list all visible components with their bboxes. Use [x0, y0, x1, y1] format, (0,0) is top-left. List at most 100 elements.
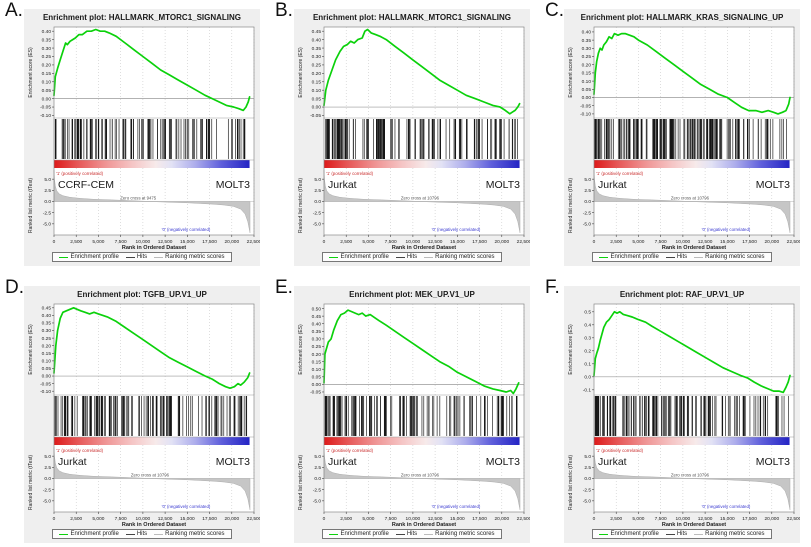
ranking-metric-line-swatch	[424, 533, 434, 535]
svg-text:'1' (positively correlated): '1' (positively correlated)	[596, 171, 644, 176]
svg-text:-0.05: -0.05	[310, 390, 321, 396]
legend-hits: Hits	[395, 254, 417, 260]
ranking-metric-line-swatch	[424, 256, 434, 258]
svg-text:0.40: 0.40	[582, 30, 592, 36]
legend-enrichment-profile: Enrichment profile	[59, 531, 119, 537]
svg-text:0.0: 0.0	[314, 476, 321, 482]
svg-text:15,000: 15,000	[180, 516, 195, 522]
svg-text:Enrichment score (ES): Enrichment score (ES)	[298, 324, 304, 375]
svg-text:-2.5: -2.5	[313, 210, 322, 216]
svg-text:20,000: 20,000	[764, 239, 779, 245]
svg-text:0.05: 0.05	[42, 88, 52, 94]
plot-legend: Enrichment profile Hits Ranking metric s…	[564, 526, 800, 542]
svg-text:2.5: 2.5	[44, 465, 51, 471]
svg-text:0.00: 0.00	[582, 95, 592, 101]
svg-text:0.15: 0.15	[582, 71, 592, 77]
svg-text:0.25: 0.25	[42, 336, 52, 342]
legend-box: Enrichment profile Hits Ranking metric s…	[52, 252, 232, 262]
svg-text:0.35: 0.35	[312, 329, 322, 335]
svg-text:0.35: 0.35	[582, 38, 592, 44]
legend-hits-label: Hits	[136, 254, 148, 260]
svg-text:MOLT3: MOLT3	[486, 456, 520, 468]
svg-text:'1' (positively correlated): '1' (positively correlated)	[596, 448, 644, 453]
svg-text:MOLT3: MOLT3	[486, 179, 520, 191]
legend-ranking-label: Ranking metric scores	[705, 531, 765, 537]
svg-text:-0.10: -0.10	[580, 112, 591, 118]
enrichment-plot-canvas: 0.400.350.300.250.200.150.100.050.00-0.0…	[28, 26, 260, 249]
legend-ranking-label: Ranking metric scores	[165, 531, 225, 537]
svg-text:0.1: 0.1	[584, 362, 591, 368]
legend-ranking-metric: Ranking metric scores	[154, 254, 225, 260]
svg-text:Ranked list metric (tTest): Ranked list metric (tTest)	[28, 178, 34, 233]
legend-hits: Hits	[125, 254, 148, 260]
svg-text:Rank in Ordered Dataset: Rank in Ordered Dataset	[392, 245, 456, 249]
legend-ranking-metric: Ranking metric scores	[694, 254, 765, 260]
svg-text:Ranked list metric (tTest): Ranked list metric (tTest)	[568, 178, 574, 233]
panel-box: Enrichment plot: RAF_UP.V1_UP 0.5 0.4 0.3 0…	[564, 286, 800, 543]
hits-line-swatch	[665, 256, 675, 258]
svg-text:0.05: 0.05	[582, 87, 592, 93]
svg-text:5,000: 5,000	[632, 239, 644, 245]
svg-text:5.0: 5.0	[314, 454, 321, 460]
svg-text:0.35: 0.35	[312, 46, 322, 52]
svg-text:MOLT3: MOLT3	[216, 456, 250, 468]
svg-text:0.20: 0.20	[312, 71, 322, 77]
svg-text:0.40: 0.40	[312, 321, 322, 327]
svg-text:0.15: 0.15	[312, 79, 322, 85]
legend-hits: Hits	[665, 531, 687, 537]
legend-box: Enrichment profile Hits Ranking metric s…	[322, 529, 502, 539]
legend-ranking-metric: Ranking metric scores	[694, 531, 765, 537]
enrichment-profile-line-swatch	[59, 256, 69, 258]
legend-enrichment-label: Enrichment profile	[610, 531, 659, 537]
svg-text:7,500: 7,500	[115, 239, 127, 245]
svg-text:17,500: 17,500	[202, 239, 217, 245]
svg-text:15,000: 15,000	[450, 516, 465, 522]
svg-text:12,500: 12,500	[158, 516, 173, 522]
svg-text:'0' (negatively correlated): '0' (negatively correlated)	[432, 227, 481, 232]
svg-text:'0' (negatively correlated): '0' (negatively correlated)	[162, 227, 211, 232]
svg-text:12,500: 12,500	[428, 516, 443, 522]
svg-text:'0' (negatively correlated): '0' (negatively correlated)	[702, 504, 751, 509]
svg-text:0.10: 0.10	[42, 359, 52, 365]
svg-text:22,500: 22,500	[247, 516, 260, 522]
svg-text:0.30: 0.30	[42, 328, 52, 334]
legend-box: Enrichment profile Hits Ranking metric s…	[52, 529, 232, 539]
legend-hits: Hits	[665, 254, 687, 260]
svg-text:10,000: 10,000	[676, 516, 691, 522]
svg-text:0.0: 0.0	[584, 375, 591, 381]
panel-box: Enrichment plot: MEK_UP.V1_UP 0.50 0.45 0.…	[294, 286, 530, 543]
svg-text:Zero cross at 10796: Zero cross at 10796	[401, 196, 440, 201]
svg-text:0.25: 0.25	[312, 344, 322, 350]
hits-line-swatch	[665, 533, 675, 535]
enrichment-plot-canvas: 0.450.400.350.300.250.200.150.100.050.00…	[298, 26, 530, 249]
svg-text:0: 0	[53, 239, 56, 245]
svg-text:17,500: 17,500	[472, 516, 487, 522]
svg-text:0.15: 0.15	[312, 359, 322, 365]
svg-text:0.0: 0.0	[314, 199, 321, 205]
svg-text:2.5: 2.5	[314, 188, 321, 194]
svg-text:0.15: 0.15	[42, 71, 52, 77]
svg-text:Ranked list metric (tTest): Ranked list metric (tTest)	[298, 178, 304, 233]
svg-text:-0.05: -0.05	[310, 113, 321, 119]
svg-text:20,000: 20,000	[224, 239, 239, 245]
ranking-metric-line-swatch	[694, 533, 704, 535]
gsea-panel-b: B. Enrichment plot: HALLMARK_MTORC1_SIGN…	[270, 0, 541, 270]
svg-text:Enrichment score (ES): Enrichment score (ES)	[28, 324, 34, 375]
svg-text:'1' (positively correlated): '1' (positively correlated)	[56, 171, 104, 176]
svg-text:10,000: 10,000	[406, 516, 421, 522]
svg-text:2,500: 2,500	[70, 239, 82, 245]
svg-text:0.25: 0.25	[582, 54, 592, 60]
svg-text:MOLT3: MOLT3	[216, 179, 250, 191]
plot-title: Enrichment plot: MEK_UP.V1_UP	[349, 290, 475, 299]
svg-text:2,500: 2,500	[610, 516, 622, 522]
legend-enrichment-profile: Enrichment profile	[599, 254, 659, 260]
svg-text:0: 0	[323, 516, 326, 522]
plot-title: Enrichment plot: HALLMARK_MTORC1_SIGNALI…	[42, 13, 242, 22]
svg-text:20,000: 20,000	[494, 516, 509, 522]
svg-text:0.40: 0.40	[312, 37, 322, 43]
svg-text:Jurkat: Jurkat	[328, 456, 357, 468]
panel-letter: E.	[275, 277, 293, 298]
legend-hits: Hits	[125, 531, 147, 537]
plot-legend: Enrichment profile Hits Ranking metric s…	[24, 249, 260, 265]
